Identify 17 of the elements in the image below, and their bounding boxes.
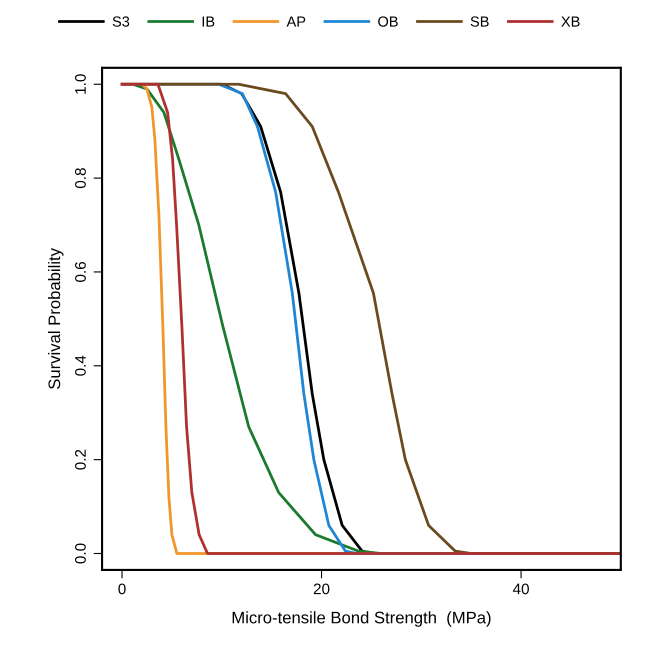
y-tick-label: 0.0: [75, 543, 86, 564]
x-axis-title: Micro-tensile Bond Strength (MPa): [232, 611, 491, 627]
x-tick-label: 0: [118, 584, 126, 594]
x-tick-label: 40: [512, 584, 529, 594]
legend-label: OB: [378, 16, 398, 27]
legend-label: XB: [561, 16, 580, 27]
y-tick-label: 0.2: [75, 450, 86, 470]
legend-label: IB: [202, 16, 214, 27]
y-axis-title: Survival Probability: [48, 248, 64, 389]
x-tick-label: 20: [314, 584, 330, 594]
y-tick-label: 0.8: [75, 168, 86, 188]
legend-label: SB: [470, 16, 489, 27]
y-tick-label: 0.6: [75, 262, 86, 282]
y-tick-label: 1.0: [75, 74, 86, 94]
legend-label: S3: [112, 16, 130, 27]
legend-label: AP: [286, 16, 306, 27]
y-tick-label: 0.4: [75, 356, 86, 376]
